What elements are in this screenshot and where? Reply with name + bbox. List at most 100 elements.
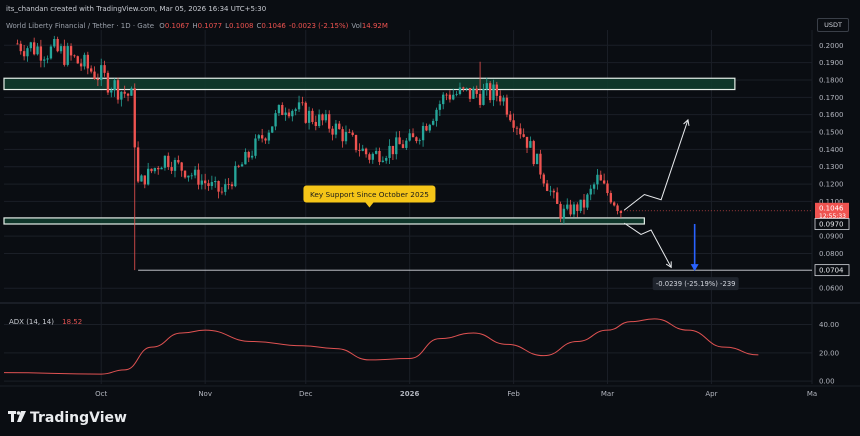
ohlc-key: O xyxy=(159,22,165,30)
candle-body xyxy=(401,144,405,148)
candle-body xyxy=(566,204,569,209)
level-tag-value: 0.0704 xyxy=(819,267,844,275)
candle-body xyxy=(110,90,113,93)
candle-body xyxy=(559,203,562,219)
candle-body xyxy=(33,42,36,55)
candle-body xyxy=(193,169,197,176)
candle-body xyxy=(448,94,452,100)
candle-body xyxy=(592,184,596,189)
candle-body xyxy=(509,114,512,121)
brand-name: TradingView xyxy=(30,410,127,426)
candle-body xyxy=(442,94,445,105)
candle-body xyxy=(86,54,89,69)
candle-body xyxy=(582,199,586,208)
candle-body xyxy=(167,155,170,168)
candle-body xyxy=(123,91,126,94)
time-axis[interactable]: Oct Nov Dec 2026 Feb Mar Apr Ma xyxy=(95,390,817,398)
price-tick-label: 0.1300 xyxy=(819,163,844,171)
candle-body xyxy=(257,135,260,139)
candle-body xyxy=(244,151,247,165)
zone-support xyxy=(3,217,645,225)
zones xyxy=(3,77,736,225)
candle-body xyxy=(482,89,485,105)
candle-body xyxy=(93,71,96,79)
candle-body xyxy=(586,194,589,208)
candle-body xyxy=(284,112,287,115)
candle-body xyxy=(515,127,519,129)
ohlc-value: 0.1046 xyxy=(261,22,286,30)
candle-body xyxy=(328,114,331,129)
candle-body xyxy=(291,110,294,117)
candle-body xyxy=(589,188,592,195)
adx-panel xyxy=(3,318,759,375)
tradingview-icon xyxy=(8,410,26,426)
candle-body xyxy=(120,91,123,100)
candle-body xyxy=(472,88,475,99)
ohlc-key: H xyxy=(192,22,198,30)
symbol-legend[interactable]: World Liberty Financial / Tether · 1D · … xyxy=(6,22,388,30)
candle-body xyxy=(287,112,291,117)
candle-body xyxy=(43,59,46,61)
candle-body xyxy=(351,132,354,135)
tradingview-logo[interactable]: TradingView xyxy=(8,410,127,426)
candle-body xyxy=(338,123,341,130)
candle-body xyxy=(217,181,220,192)
candle-body xyxy=(371,153,374,160)
candle-body xyxy=(535,153,539,165)
candle-body xyxy=(177,159,180,163)
adx-tick-label: 0.00 xyxy=(819,378,835,386)
candle-body xyxy=(452,94,455,100)
candle-body xyxy=(381,160,385,162)
bullish-path xyxy=(623,119,689,211)
candle-body xyxy=(274,113,277,127)
candle-body xyxy=(368,154,371,160)
candle-body xyxy=(596,174,599,185)
candle-body xyxy=(247,151,250,158)
key-support-callout: Key Support Since October 2025 xyxy=(303,185,436,208)
price-axis[interactable]: 0.2000 0.1900 0.1800 0.1700 0.1600 0.1500 0.14… xyxy=(814,42,850,386)
candle-body xyxy=(113,80,116,91)
level-tag xyxy=(814,218,850,230)
candle-body xyxy=(428,124,431,131)
zone-resistance xyxy=(3,77,736,91)
adx-tick-label: 20.00 xyxy=(819,349,839,357)
candle-body xyxy=(485,83,488,90)
candle-body xyxy=(106,72,110,93)
symbol-name: World Liberty Financial / Tether · 1D · … xyxy=(6,22,155,30)
candle-body xyxy=(26,48,29,57)
price-tick-label: 0.1200 xyxy=(819,181,844,189)
credit-line: its_chandan created with TradingView.com… xyxy=(6,5,267,13)
candle-body xyxy=(525,136,529,148)
price-tick-label: 0.1400 xyxy=(819,146,844,154)
candle-body xyxy=(425,125,428,131)
candle-body xyxy=(602,180,606,184)
candle-body xyxy=(160,167,163,170)
measure-label-box xyxy=(652,277,739,291)
candle-body xyxy=(435,109,438,121)
candle-body xyxy=(203,180,207,184)
candle-body xyxy=(271,126,274,133)
candle-body xyxy=(388,145,391,158)
candle-body xyxy=(187,175,190,178)
candle-body xyxy=(552,190,556,193)
currency-button[interactable]: USDT xyxy=(817,18,849,32)
candle-body xyxy=(405,140,408,148)
candle-body xyxy=(143,175,146,185)
candle-body xyxy=(237,165,240,167)
candle-body xyxy=(314,121,317,127)
adx-legend[interactable]: ADX (14, 14) 18.52 xyxy=(9,318,82,326)
candle-body xyxy=(495,84,499,96)
candle-body xyxy=(529,141,532,148)
candle-body xyxy=(96,78,100,81)
ohlc-key: C xyxy=(256,22,262,30)
price-tick-label: 0.1900 xyxy=(819,59,844,67)
candle-body xyxy=(478,93,482,105)
candle-body xyxy=(492,84,495,101)
time-tick-label: Nov xyxy=(198,390,212,398)
candle-body xyxy=(79,63,83,67)
ohlc-values: O0.1067 H0.1077 L0.1008 C0.1046 -0.0023 (-2.… xyxy=(156,22,388,30)
ohlc-value: 14.92M xyxy=(361,22,388,30)
price-tick-label: 0.1100 xyxy=(819,198,844,206)
candle-body xyxy=(116,80,120,100)
